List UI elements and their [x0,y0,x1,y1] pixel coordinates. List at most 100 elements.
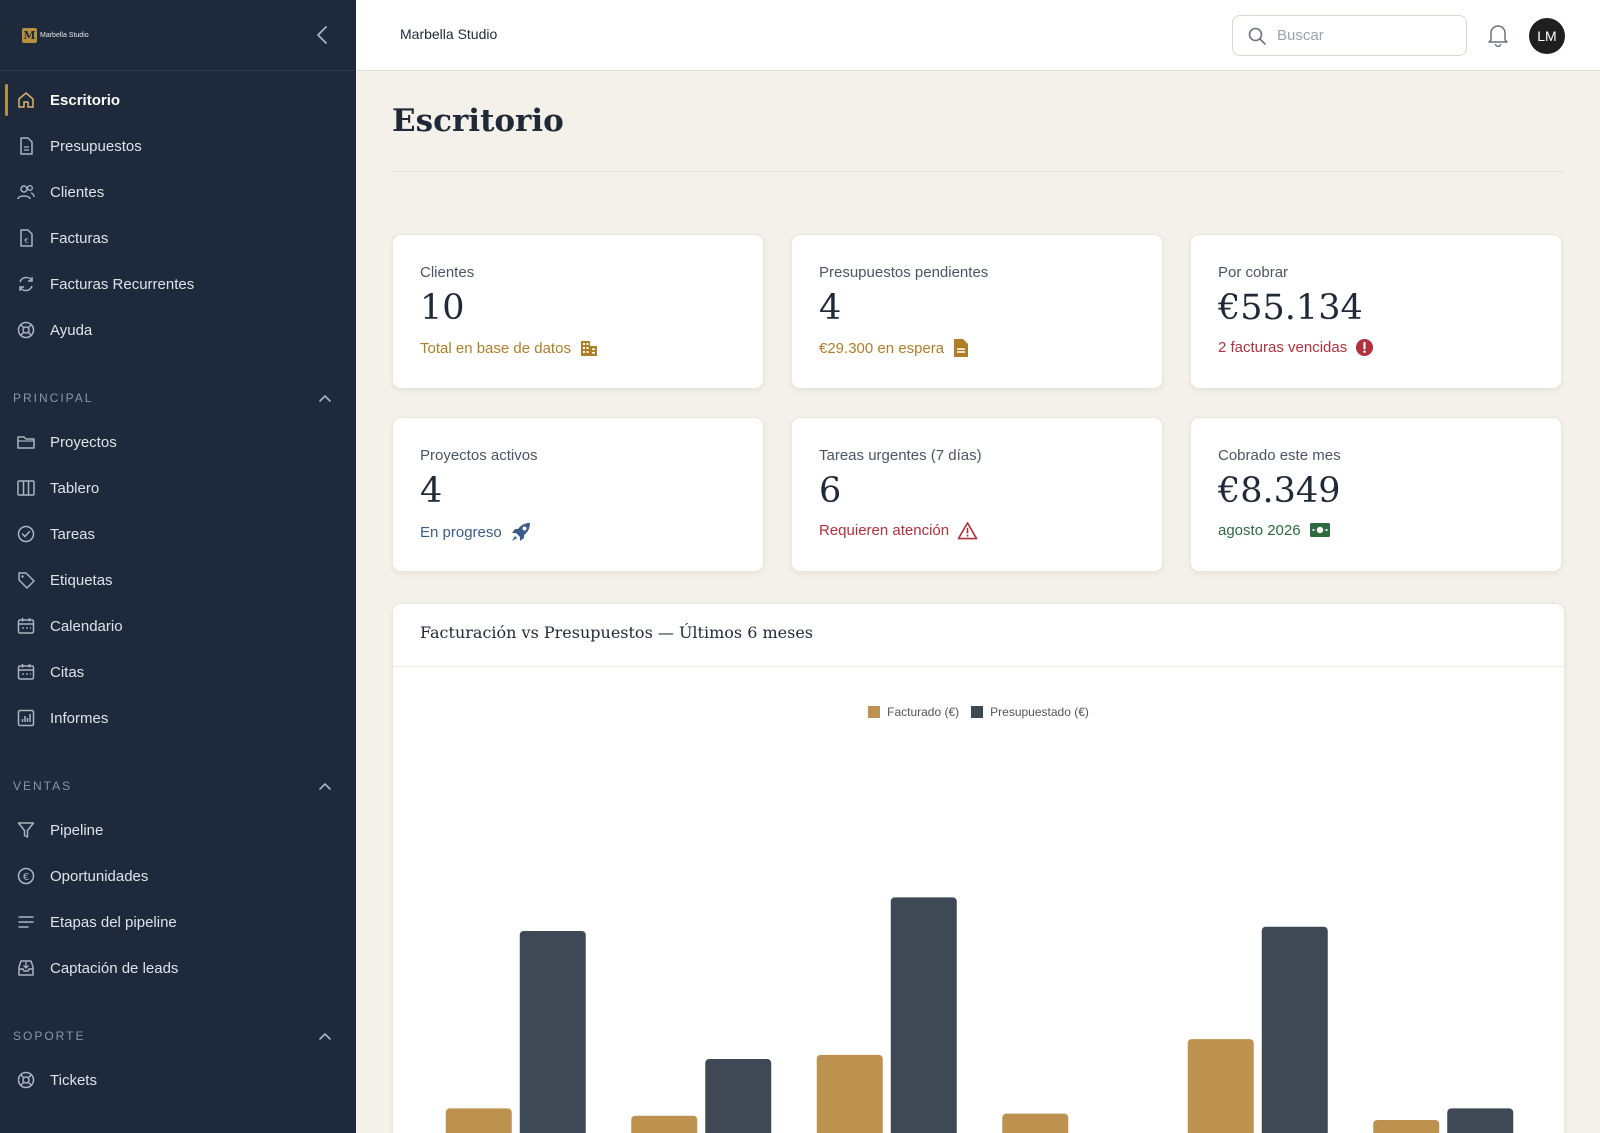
sidebar-item-captación-de-leads[interactable]: Captación de leads [0,945,356,991]
bar-presupuestado-1[interactable] [519,930,586,1133]
card-subtext-label: €29.300 en espera [819,339,945,357]
card-subtext-label: Total en base de datos [420,339,571,357]
stat-card-1[interactable]: Clientes 10 Total en base de datos [392,234,764,389]
sidebar-item-label: Captación de leads [50,959,179,977]
sidebar-nav: Escritorio Presupuestos Clientes € Facturas F… [0,71,356,1103]
legend-swatch [971,706,984,718]
sidebar-item-tareas[interactable]: Tareas [0,511,356,557]
collapse-sidebar-button[interactable] [310,23,334,47]
sidebar-item-label: Oportunidades [50,867,149,885]
card-subtext-label: En progreso [420,523,502,541]
sidebar-item-label: Tickets [50,1071,97,1089]
card-subtext: 2 facturas vencidas [1218,338,1534,357]
title-divider [392,171,1565,172]
sidebar-item-label: Proyectos [50,433,117,451]
logo-mark: M [22,27,37,43]
lifebuoy-icon [17,1071,35,1089]
card-value: 10 [420,288,465,328]
columns-icon [17,480,35,496]
rocket-icon [511,523,530,541]
sidebar-item-calendario[interactable]: Calendario [0,603,356,649]
section-header-ventas[interactable]: VENTAS [0,765,356,807]
sidebar-item-tablero[interactable]: Tablero [0,465,356,511]
chart-icon [17,709,35,727]
sidebar-item-pipeline[interactable]: Pipeline [0,807,356,853]
bar-presupuestado-3[interactable] [890,897,957,1133]
search-box[interactable] [1232,15,1467,56]
chart-divider [393,666,1564,667]
funnel-icon [17,822,35,838]
sidebar-item-oportunidades[interactable]: € Oportunidades [0,853,356,899]
document-icon [20,137,33,155]
card-value: €55.134 [1218,288,1363,328]
legend-item[interactable]: Presupuestado (€) [971,705,1089,719]
sidebar-item-label: Ayuda [50,321,93,339]
card-value: 6 [819,471,842,511]
refresh-icon [19,276,33,292]
card-label: Presupuestos pendientes [819,264,989,281]
sidebar-item-etiquetas[interactable]: Etiquetas [0,557,356,603]
stat-card-5[interactable]: Tareas urgentes (7 días) 6 Requieren atenc… [791,417,1163,572]
bar-presupuestado-5[interactable] [1261,926,1328,1133]
sidebar-item-tickets[interactable]: Tickets [0,1057,356,1103]
file-icon [954,339,969,357]
stat-card-3[interactable]: Por cobrar €55.134 2 facturas vencidas [1190,234,1562,389]
brand-name: Marbella Studio [40,31,89,39]
card-subtext-label: agosto 2026 [1218,521,1301,539]
bar-facturado-6[interactable] [1373,1119,1440,1133]
sidebar-item-label: Clientes [50,183,105,201]
bar-facturado-3[interactable] [816,1054,883,1133]
legend-item[interactable]: Facturado (€) [868,705,959,719]
sidebar-item-presupuestos[interactable]: Presupuestos [0,123,356,169]
sidebar-item-etapas-del-pipeline[interactable]: Etapas del pipeline [0,899,356,945]
stat-card-2[interactable]: Presupuestos pendientes 4 €29.300 en esper… [791,234,1163,389]
sidebar-item-facturas-recurrentes[interactable]: Facturas Recurrentes [0,261,356,307]
sidebar-item-label: Pipeline [50,821,104,839]
card-icon [510,521,532,543]
section-header-soporte[interactable]: SOPORTE [0,1015,356,1057]
sidebar-item-clientes[interactable]: Clientes [0,169,356,215]
card-subtext: agosto 2026 [1218,521,1534,539]
bar-facturado-2[interactable] [631,1115,698,1133]
card-icon [1309,521,1331,539]
bell-icon [1488,25,1508,47]
bar-facturado-5[interactable] [1187,1039,1254,1133]
user-avatar[interactable]: LM [1529,18,1565,54]
legend-label: Presupuestado (€) [990,705,1089,719]
bar-presupuestado-2[interactable] [705,1059,772,1133]
topbar: Marbella Studio LM [356,0,1600,71]
sidebar-item-ayuda[interactable]: Ayuda [0,307,356,353]
svg-text:€: € [24,237,28,245]
card-value: €8.349 [1218,471,1341,511]
sidebar-item-facturas[interactable]: € Facturas [0,215,356,261]
sidebar-item-label: Etapas del pipeline [50,913,177,931]
sidebar-item-escritorio[interactable]: Escritorio [0,77,356,123]
calendar-icon [17,664,35,680]
search-input[interactable] [1277,27,1437,44]
stat-card-4[interactable]: Proyectos activos 4 En progreso [392,417,764,572]
bar-facturado-4[interactable] [1002,1113,1069,1133]
brand-logo[interactable]: M Marbella Studio [22,27,89,43]
section-title: PRINCIPAL [13,391,94,405]
sidebar-header: M Marbella Studio [0,0,356,71]
invoice-icon: € [20,229,33,247]
card-label: Proyectos activos [420,447,538,464]
bar-presupuestado-6[interactable] [1447,1108,1514,1133]
notifications-button[interactable] [1486,23,1510,47]
sidebar-item-informes[interactable]: Informes [0,695,356,741]
sidebar-item-label: Escritorio [50,91,121,109]
sidebar-item-label: Informes [50,709,109,727]
sidebar: M Marbella Studio Escritorio Presupuestos… [0,0,356,1133]
section-header-principal[interactable]: PRINCIPAL [0,377,356,419]
chart-legend: Facturado (€) Presupuestado (€) [393,705,1564,719]
chart-title: Facturación vs Presupuestos — Últimos 6 … [420,623,813,642]
section-title: SOPORTE [13,1029,86,1043]
bar-facturado-1[interactable] [445,1108,512,1133]
sidebar-item-proyectos[interactable]: Proyectos [0,419,356,465]
money-icon [1309,523,1330,537]
workspace-title: Marbella Studio [400,26,498,42]
sidebar-item-citas[interactable]: Citas [0,649,356,695]
chevron-up-icon [319,395,331,402]
check-circle-icon [17,525,35,543]
stat-card-6[interactable]: Cobrado este mes €8.349 agosto 2026 [1190,417,1562,572]
